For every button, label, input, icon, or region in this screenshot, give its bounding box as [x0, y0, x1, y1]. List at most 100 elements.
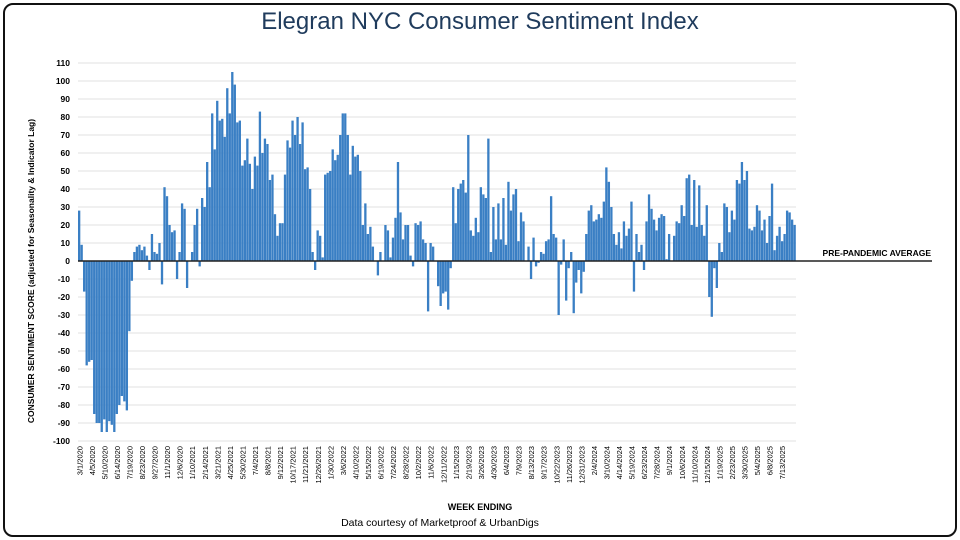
- bar: [201, 198, 204, 261]
- bar: [790, 219, 794, 261]
- bar: [288, 147, 292, 261]
- bar: [502, 198, 505, 261]
- bar: [138, 244, 141, 261]
- bar: [426, 261, 430, 312]
- bar: [411, 261, 415, 267]
- bar: [597, 214, 600, 261]
- bar: [755, 205, 759, 261]
- bar: [83, 261, 86, 292]
- bar: [206, 162, 209, 261]
- bar: [88, 261, 91, 362]
- bar: [173, 230, 176, 261]
- bar: [431, 246, 435, 261]
- bar: [148, 261, 151, 270]
- bar: [728, 232, 731, 261]
- bar: [394, 217, 397, 261]
- bar: [419, 221, 422, 261]
- bar: [492, 207, 495, 261]
- bar: [80, 244, 83, 261]
- x-tick-label: 10/22/2023: [552, 446, 561, 484]
- x-tick-label: 11/26/2023: [565, 446, 574, 483]
- bar: [143, 246, 146, 261]
- bar: [153, 252, 156, 261]
- bar: [607, 181, 611, 261]
- bar: [442, 261, 445, 294]
- bar: [504, 244, 508, 261]
- x-tick-label: 12/6/2020: [176, 446, 185, 479]
- bar: [783, 234, 786, 261]
- bar: [494, 239, 498, 261]
- bar: [78, 210, 81, 261]
- bar: [459, 183, 462, 261]
- bar: [605, 167, 608, 261]
- bar: [472, 235, 475, 261]
- bar: [610, 207, 613, 261]
- bar: [703, 235, 706, 261]
- bar: [346, 135, 349, 261]
- bar: [637, 252, 641, 261]
- bar: [351, 145, 354, 261]
- bar: [301, 122, 304, 262]
- bar: [672, 235, 676, 261]
- x-tick-label: 7/19/2020: [125, 446, 134, 479]
- bar: [770, 183, 774, 261]
- x-tick-label: 5/15/2022: [364, 446, 373, 479]
- x-tick-label: 6/8/2025: [766, 446, 775, 475]
- bar: [469, 230, 472, 261]
- bar: [519, 212, 523, 261]
- bar: [203, 207, 206, 261]
- bar: [615, 244, 618, 261]
- bar: [715, 261, 718, 288]
- bar: [602, 201, 605, 261]
- x-tick-label: 6/14/2020: [113, 446, 122, 479]
- x-tick-label: 12/15/2024: [703, 446, 712, 484]
- bar: [93, 261, 96, 414]
- bar: [748, 228, 751, 261]
- y-tick-label: -50: [58, 346, 71, 356]
- bar: [620, 248, 623, 261]
- y-tick-label: 10: [61, 238, 71, 248]
- bar: [298, 144, 302, 261]
- bar: [341, 113, 344, 262]
- bar: [231, 72, 234, 261]
- y-tick-label: -60: [58, 364, 71, 374]
- bar: [534, 261, 538, 267]
- bar: [216, 100, 219, 261]
- bar: [336, 154, 339, 261]
- bar: [635, 234, 638, 261]
- bar: [90, 261, 93, 360]
- bar: [552, 234, 555, 261]
- bar: [477, 232, 480, 261]
- bar: [479, 187, 482, 261]
- x-tick-label: 8/23/2020: [138, 446, 147, 479]
- bar: [223, 136, 226, 261]
- bar: [276, 235, 279, 261]
- x-tick-label: 5/30/2021: [238, 446, 247, 479]
- bar: [437, 261, 440, 287]
- bar: [627, 228, 631, 261]
- bar: [773, 250, 776, 261]
- bar: [160, 261, 164, 285]
- bar: [788, 212, 791, 261]
- bar: [622, 221, 626, 261]
- bar: [424, 243, 427, 261]
- bar: [406, 225, 410, 261]
- x-tick-label: 9/17/2023: [540, 446, 549, 479]
- bar: [499, 239, 503, 261]
- bar: [768, 216, 771, 261]
- bar: [321, 257, 324, 261]
- bar: [587, 210, 590, 261]
- bar: [213, 149, 216, 261]
- x-tick-label: 6/19/2022: [377, 446, 386, 479]
- bar: [261, 153, 264, 261]
- y-tick-label: 70: [61, 130, 71, 140]
- x-axis-label: WEEK ENDING: [447, 502, 513, 512]
- x-tick-label: 2/19/2023: [464, 446, 473, 479]
- bar: [640, 244, 643, 261]
- bar: [409, 255, 412, 261]
- x-tick-label: 3/6/2022: [339, 446, 348, 475]
- bar: [150, 234, 154, 261]
- bar: [180, 203, 184, 261]
- bar: [356, 154, 359, 261]
- bar: [349, 174, 352, 261]
